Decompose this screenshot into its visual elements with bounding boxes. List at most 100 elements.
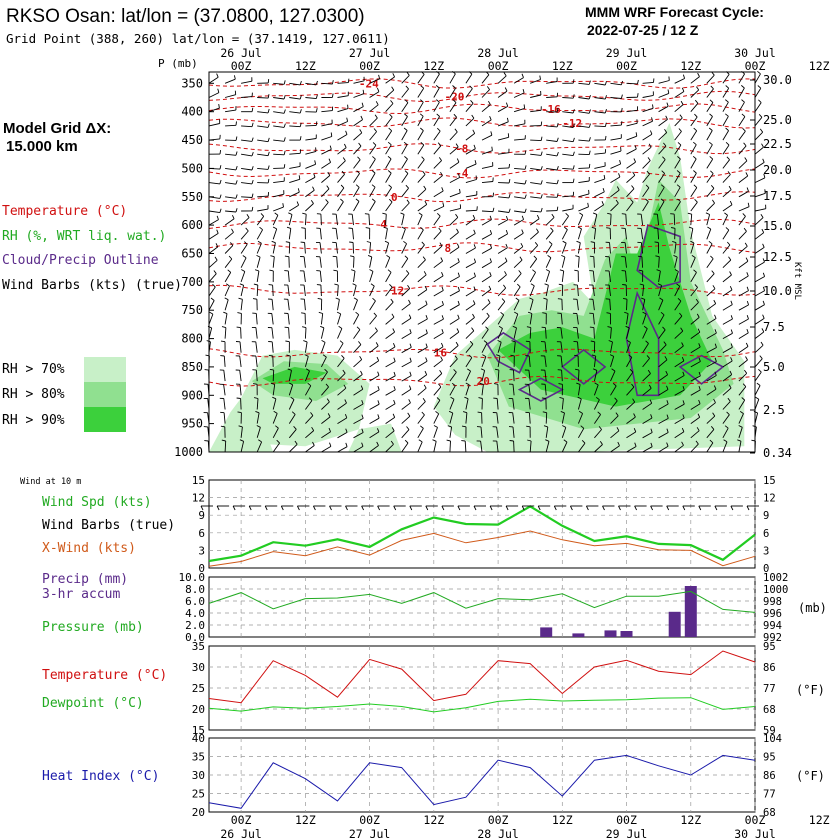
wind-barb xyxy=(401,243,408,254)
wind-barb xyxy=(481,104,491,113)
wind-barb-flag xyxy=(693,127,698,132)
wind-barb xyxy=(529,327,532,339)
wind-barb-flag xyxy=(532,269,536,273)
wind-barb xyxy=(754,399,760,410)
wind-barb xyxy=(754,232,764,240)
wind-barb-flag xyxy=(504,87,508,92)
wind-barb xyxy=(561,441,568,453)
wind-barb-flag xyxy=(607,326,612,329)
wind-barb-flag xyxy=(708,240,713,245)
wind-barb xyxy=(433,101,440,112)
wind-barb xyxy=(465,133,475,141)
wind-barb-flag xyxy=(512,325,517,329)
wind-barb-flag xyxy=(723,439,728,443)
wind-barb xyxy=(401,144,408,155)
wind-barb xyxy=(738,386,747,396)
heat-right-tick: 104 xyxy=(763,733,782,745)
wind-barb-flag xyxy=(729,286,733,291)
wind-barb-flag xyxy=(276,439,280,444)
wind-barb-flag xyxy=(375,342,379,347)
date-label-top: 26 Jul xyxy=(220,46,262,60)
legend-temperature: Temperature (°C) xyxy=(2,204,127,219)
wind-barb-flag xyxy=(392,328,396,333)
wind-barb xyxy=(562,195,574,198)
wind-barb-flag xyxy=(219,165,222,170)
wind-barb xyxy=(594,111,606,114)
wind-barb xyxy=(480,441,483,453)
wind-barb xyxy=(690,89,700,98)
wind-barb xyxy=(738,413,744,424)
wind-barb xyxy=(642,417,653,424)
wind-barb xyxy=(337,82,349,84)
wind-barb-flag xyxy=(418,439,423,443)
cloud-outline xyxy=(517,377,565,402)
surface-wind-barb-flag xyxy=(666,505,670,511)
wind-barb-flag xyxy=(746,328,749,334)
wind-barb-flag xyxy=(759,128,764,133)
wind-barb xyxy=(337,299,340,311)
wind-barb xyxy=(433,145,442,155)
wind-barb-flag xyxy=(556,122,559,128)
wind-barb-flag xyxy=(679,312,683,317)
wind-barb xyxy=(754,358,763,368)
wind-barb-flag xyxy=(728,384,732,389)
precip-left-tick: 6.0 xyxy=(185,595,205,608)
surface-wind-barb-flag xyxy=(650,505,654,511)
wind-barb xyxy=(690,242,695,254)
wind-barb-flag xyxy=(440,257,444,262)
wind-barb-flag xyxy=(235,194,238,199)
wind-barb xyxy=(289,152,301,155)
wind-barb xyxy=(722,274,732,283)
wind-barb xyxy=(225,167,237,171)
wind-barb-flag xyxy=(742,127,746,132)
wind-barb-flag xyxy=(408,299,411,304)
wind-barb xyxy=(722,215,729,226)
wind-barb-flag xyxy=(492,192,495,197)
wind-barb-flag xyxy=(362,89,365,94)
wind-barb xyxy=(481,89,490,98)
wind-barb xyxy=(658,285,663,297)
wind-barb xyxy=(449,161,460,169)
wind-barb-flag xyxy=(272,226,277,230)
wind-barb xyxy=(497,342,502,353)
wind-barb-flag xyxy=(621,107,623,112)
wind-barb xyxy=(465,276,476,283)
wind-barb xyxy=(305,385,312,396)
wind-barb xyxy=(690,158,697,169)
wind-barb xyxy=(722,144,730,155)
wind-barb xyxy=(465,209,477,212)
wind-barb xyxy=(353,374,363,382)
wind-barb xyxy=(273,139,285,142)
wind-barb xyxy=(449,116,457,127)
wind-barb xyxy=(369,417,380,424)
wind-barb xyxy=(433,386,442,396)
wind-barb-flag xyxy=(421,156,425,160)
wind-barb-flag xyxy=(441,272,444,277)
wind-barb xyxy=(273,97,285,100)
wind-barb-flag xyxy=(621,213,626,215)
wind-barb-flag xyxy=(631,383,635,388)
wind-left-tick: 3 xyxy=(198,544,205,557)
height-tick-labels: 30.025.022.520.017.515.012.510.07.55.02.… xyxy=(750,73,792,460)
wind-barb xyxy=(594,165,606,169)
wind-barb-flag xyxy=(557,298,562,300)
wind-barb xyxy=(706,388,717,396)
wind-barb xyxy=(417,401,426,410)
wind-barb xyxy=(385,346,396,354)
wind-barb xyxy=(529,313,533,325)
wind-barb xyxy=(608,256,611,268)
wind-barb xyxy=(656,214,660,226)
wind-barb xyxy=(497,356,501,367)
wind-barb xyxy=(690,430,700,439)
wind-barb-flag xyxy=(473,258,477,263)
wind-barb xyxy=(690,76,700,84)
wind-barb xyxy=(658,187,665,198)
wind-barb-flag xyxy=(680,100,684,105)
time-tick-label-top: 12Z xyxy=(423,59,444,73)
wind-barb xyxy=(337,372,346,382)
wind-barb-flag xyxy=(288,212,293,215)
wind-barb-flag xyxy=(577,396,582,400)
wind-barb-flag xyxy=(406,199,410,204)
wind-barb-flag xyxy=(663,341,667,346)
wind-barb xyxy=(305,82,317,86)
